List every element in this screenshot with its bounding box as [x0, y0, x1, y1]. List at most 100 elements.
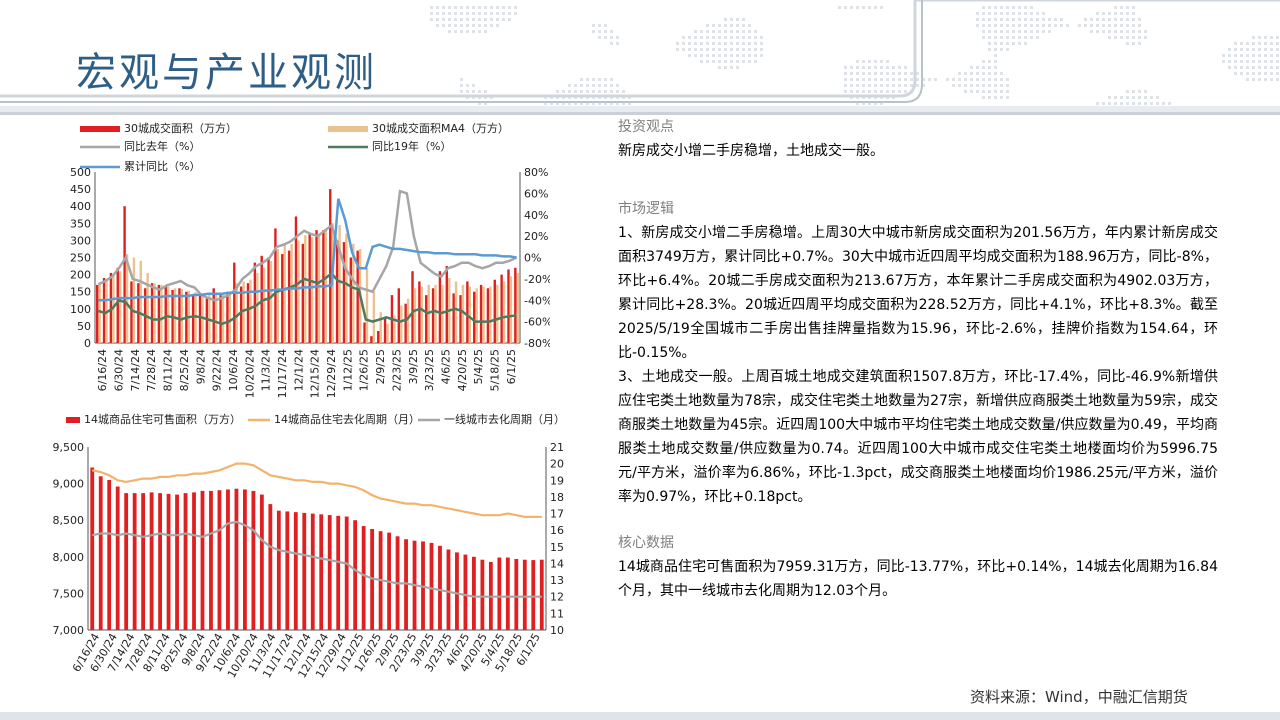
map-dot: [868, 60, 871, 63]
legend-label: 同比19年（%）: [372, 139, 451, 153]
map-dot: [850, 6, 853, 9]
map-dot: [916, 78, 919, 81]
map-dot: [586, 78, 589, 81]
map-dot: [976, 84, 979, 87]
chart-bottom: 14城商品住宅可售面积（万方） 14城商品住宅去化周期（月） 一线城市去化周期（月）…: [48, 410, 568, 710]
bar: [461, 284, 465, 343]
map-dot: [490, 24, 493, 27]
bar: [90, 467, 95, 630]
map-dot: [988, 48, 991, 51]
bar: [256, 272, 259, 343]
map-dot: [1084, 18, 1087, 21]
bar: [217, 490, 222, 630]
map-dot: [1270, 54, 1273, 57]
map-dot: [1042, 30, 1045, 33]
map-dot: [958, 78, 961, 81]
map-dot: [1126, 6, 1129, 9]
map-dot: [1018, 18, 1021, 21]
map-dot: [622, 102, 625, 105]
map-dot: [1228, 48, 1231, 51]
map-dot: [898, 90, 901, 93]
map-dot: [880, 84, 883, 87]
map-dot: [616, 102, 619, 105]
map-dot: [700, 42, 703, 45]
map-dot: [994, 84, 997, 87]
map-dot: [544, 102, 547, 105]
map-dot: [1270, 48, 1273, 51]
bar: [98, 476, 103, 630]
map-dot: [1054, 18, 1057, 21]
map-dot: [994, 18, 997, 21]
map-dot: [598, 30, 601, 33]
legend-label: 14城商品住宅可售面积（万方）: [84, 412, 241, 426]
legend-swatch: [80, 126, 120, 132]
x-tick-label: 5/4/25: [472, 349, 485, 384]
y-tick-label-right: 11: [550, 607, 564, 620]
map-dot: [568, 84, 571, 87]
y-tick-label-right: -40%: [524, 294, 550, 307]
bar: [293, 512, 298, 630]
map-dot: [478, 30, 481, 33]
map-dot: [1090, 18, 1093, 21]
map-dot: [1126, 102, 1129, 105]
y-tick-label-right: 10: [550, 624, 564, 637]
bar: [290, 243, 293, 343]
bar: [274, 228, 277, 343]
map-dot: [1234, 42, 1237, 45]
map-dot: [1120, 18, 1123, 21]
bar: [98, 283, 101, 343]
y-tick-label-right: 19: [550, 474, 564, 487]
map-dot: [1018, 24, 1021, 27]
map-dot: [994, 24, 997, 27]
bar: [327, 515, 332, 630]
map-dot: [916, 84, 919, 87]
map-dot: [910, 78, 913, 81]
map-dot: [1150, 102, 1153, 105]
map-dot: [1000, 96, 1003, 99]
map-dot: [1120, 12, 1123, 15]
map-dot: [598, 102, 601, 105]
bar: [471, 556, 476, 630]
bar: [149, 492, 154, 630]
map-dot: [754, 48, 757, 51]
map-dot: [904, 78, 907, 81]
map-dot: [442, 24, 445, 27]
map-dot: [628, 102, 631, 105]
map-dot: [994, 72, 997, 75]
map-dot: [856, 90, 859, 93]
x-tick-label: 11/17/24: [276, 349, 289, 398]
bar: [276, 510, 281, 630]
map-dot: [1000, 30, 1003, 33]
map-dot: [1252, 72, 1255, 75]
map-dot: [970, 90, 973, 93]
map-dot: [1150, 96, 1153, 99]
map-dot: [856, 84, 859, 87]
map-dot: [466, 84, 469, 87]
source-note: 资料来源：Wind，中融汇信期货: [970, 688, 1188, 706]
map-dot: [1246, 66, 1249, 69]
bar: [386, 324, 389, 343]
page-title: 宏观与产业观测: [76, 50, 377, 96]
map-dot: [892, 78, 895, 81]
map-dot: [988, 30, 991, 33]
map-dot: [988, 42, 991, 45]
map-dot: [964, 90, 967, 93]
map-dot: [874, 72, 877, 75]
map-dot: [436, 6, 439, 9]
map-dot: [448, 6, 451, 9]
legend-label: 一线城市去化周期（月）: [444, 412, 565, 426]
bar: [310, 236, 314, 343]
y-tick-label-right: 14: [550, 557, 564, 570]
map-dot: [604, 102, 607, 105]
y-tick-label-right: 80%: [524, 166, 548, 179]
map-dot: [760, 48, 763, 51]
bar: [463, 554, 468, 630]
legend-label: 30城成交面积MA4（万方）: [372, 121, 509, 135]
map-dot: [454, 6, 457, 9]
map-dot: [994, 12, 997, 15]
bar: [249, 279, 252, 343]
bar: [361, 526, 366, 630]
map-dot: [844, 66, 847, 69]
map-dot: [1060, 24, 1063, 27]
map-dot: [1006, 42, 1009, 45]
